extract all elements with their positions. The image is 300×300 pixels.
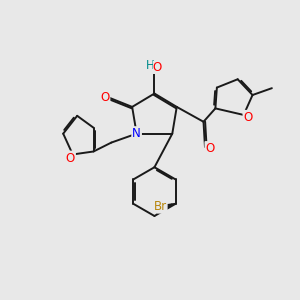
Text: O: O (153, 61, 162, 74)
Text: N: N (132, 127, 141, 140)
Text: Br: Br (154, 200, 167, 213)
Text: O: O (244, 111, 253, 124)
Text: O: O (206, 142, 215, 155)
Text: O: O (100, 91, 110, 104)
Text: O: O (66, 152, 75, 164)
Text: H: H (146, 59, 154, 72)
